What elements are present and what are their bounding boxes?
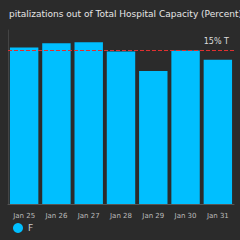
svg-text:Jan 29: Jan 29 [141,212,164,220]
svg-text:Jan 30: Jan 30 [174,212,197,220]
svg-text:Jan 31: Jan 31 [206,212,229,220]
svg-text:F: F [28,223,33,233]
svg-text:Jan 26: Jan 26 [44,212,67,220]
svg-text:Jan 27: Jan 27 [77,212,100,220]
svg-text:15% T: 15% T [204,37,229,46]
svg-text:pitalizations out of Total Hos: pitalizations out of Total Hospital Capa… [9,9,240,19]
svg-text:Jan 25: Jan 25 [12,212,35,220]
svg-text:Jan 28: Jan 28 [109,212,132,220]
